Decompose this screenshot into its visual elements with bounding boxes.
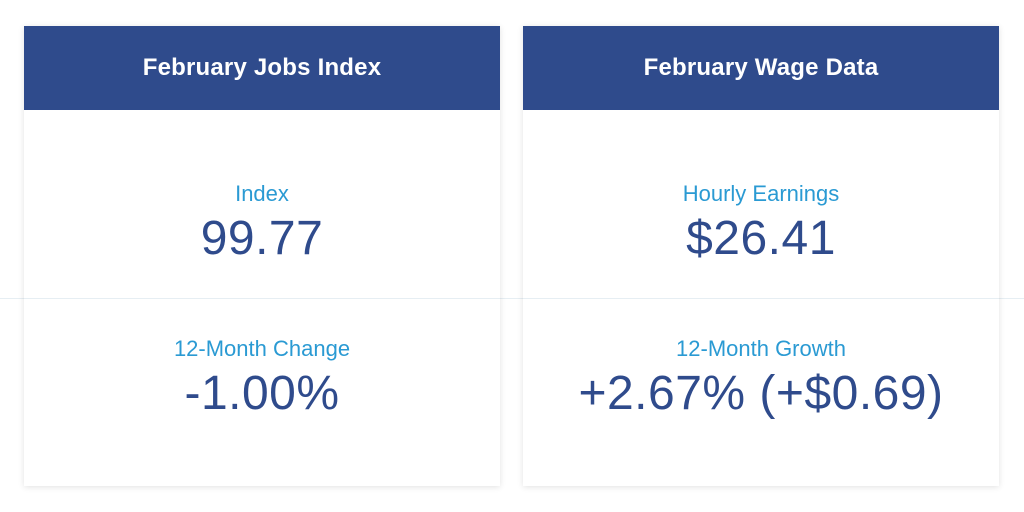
- metric-label: Index: [235, 181, 289, 206]
- growth-metric: 12-Month Growth +2.67% (+$0.69): [523, 336, 999, 422]
- index-metric: Index 99.77: [24, 181, 500, 267]
- card-divider: [24, 298, 500, 299]
- metric-label: Hourly Earnings: [682, 181, 840, 206]
- card-title: February Jobs Index: [24, 26, 500, 110]
- metric-value: 99.77: [200, 212, 324, 265]
- jobs-index-card: February Jobs Index Index 99.77 12-Month…: [24, 26, 500, 486]
- metric-value: -1.00%: [184, 367, 340, 420]
- wage-data-card: February Wage Data Hourly Earnings $26.4…: [523, 26, 999, 486]
- hourly-earnings-metric: Hourly Earnings $26.41: [523, 181, 999, 267]
- metric-label: 12-Month Change: [173, 336, 351, 361]
- metric-label: 12-Month Growth: [676, 336, 846, 361]
- metric-value: $26.41: [686, 212, 836, 265]
- metric-value: +2.67% (+$0.69): [578, 367, 944, 420]
- card-title: February Wage Data: [523, 26, 999, 110]
- section-divider: [0, 298, 1024, 299]
- card-divider: [523, 298, 999, 299]
- change-metric: 12-Month Change -1.00%: [24, 336, 500, 422]
